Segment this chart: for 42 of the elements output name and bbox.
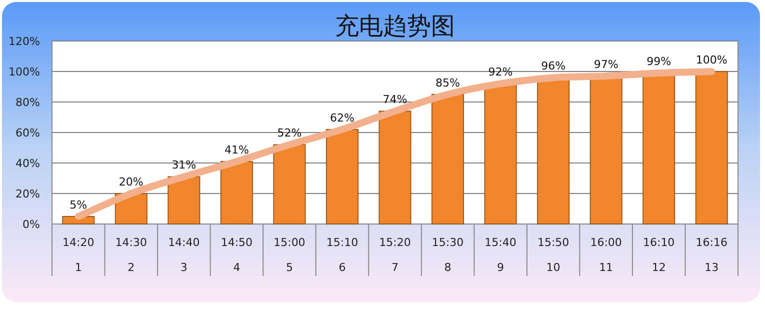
x-tick-label: 16:10 12 xyxy=(642,236,675,274)
data-label: 52% xyxy=(277,126,302,140)
bar xyxy=(695,71,728,224)
y-tick-label: 0% xyxy=(22,218,40,231)
bar xyxy=(378,110,412,224)
chart-title: 充电趋势图 xyxy=(335,12,455,40)
x-tick-label: 14:40 3 xyxy=(168,236,200,274)
data-label: 92% xyxy=(488,66,513,79)
bar xyxy=(484,83,517,224)
data-label: 97% xyxy=(594,58,618,72)
y-tick-label: 20% xyxy=(16,188,40,200)
y-tick-label: 80% xyxy=(16,96,40,109)
x-tick-label: 14:30 2 xyxy=(115,236,148,274)
x-tick-label: 15:50 10 xyxy=(537,236,570,274)
x-tick-label: 15:30 8 xyxy=(432,236,464,274)
x-tick-label: 15:40 9 xyxy=(484,236,516,274)
x-tick-label: 16:16 13 xyxy=(696,236,728,274)
y-tick-label: 40% xyxy=(16,157,40,170)
y-tick-label: 60% xyxy=(16,126,40,140)
y-tick-label: 120% xyxy=(8,35,40,48)
data-label: 100% xyxy=(696,54,728,66)
y-tick-label: 100% xyxy=(8,66,40,78)
data-label: 96% xyxy=(541,60,566,73)
bar xyxy=(220,161,253,224)
x-tick-label: 14:20 1 xyxy=(62,236,94,274)
data-label: 99% xyxy=(646,55,672,68)
data-label: 41% xyxy=(224,143,249,156)
data-label: 31% xyxy=(172,158,196,172)
data-label: 74% xyxy=(382,93,408,106)
data-label: 62% xyxy=(330,111,354,124)
x-tick-label: 15:20 7 xyxy=(379,236,411,274)
bar xyxy=(273,144,306,224)
bar xyxy=(432,94,464,224)
data-label: 85% xyxy=(436,76,460,90)
bar xyxy=(326,129,358,224)
x-tick-label: 15:00 5 xyxy=(274,236,306,274)
data-label: 20% xyxy=(118,176,144,188)
x-tick-label: 16:00 11 xyxy=(590,236,622,274)
x-tick-label: 15:10 6 xyxy=(326,236,358,274)
data-label: 5% xyxy=(70,198,88,212)
bar xyxy=(168,176,200,224)
x-tick-label: 14:50 4 xyxy=(220,236,253,274)
